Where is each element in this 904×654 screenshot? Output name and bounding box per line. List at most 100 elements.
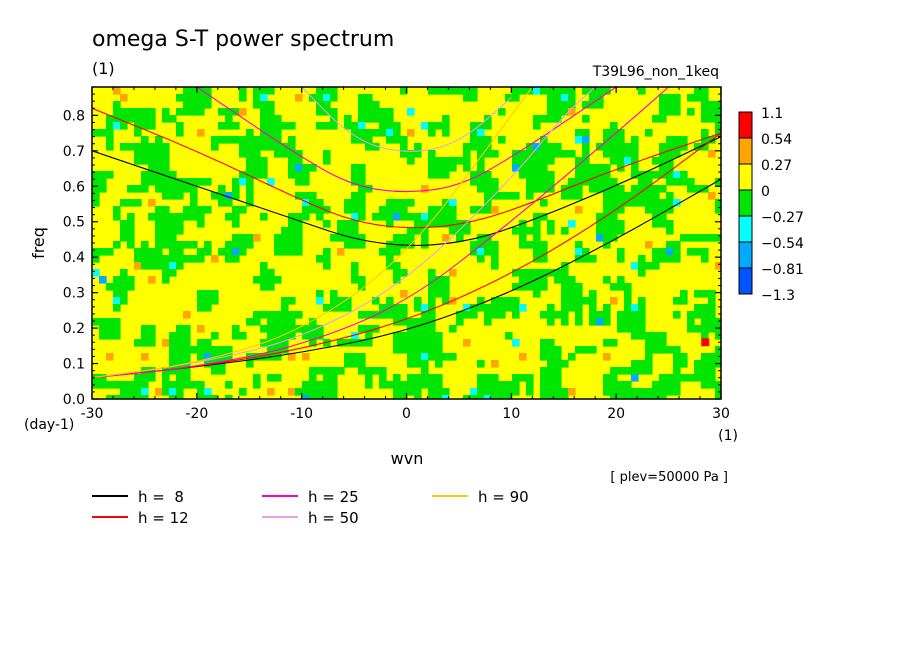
x-tick-label: -20 [185, 406, 208, 422]
heatmap-cell [533, 87, 541, 95]
heatmap-cell [442, 283, 450, 291]
heatmap-cell [316, 122, 324, 130]
heatmap-cell [162, 381, 170, 389]
heatmap-cell [309, 325, 317, 333]
heatmap-cell [155, 227, 163, 235]
heatmap-cell [225, 255, 233, 263]
heatmap-cell [575, 311, 583, 319]
heatmap-cell [491, 360, 499, 368]
heatmap-cell [715, 234, 721, 242]
heatmap-cell [470, 171, 478, 179]
heatmap-cell [624, 325, 632, 333]
heatmap-cell [694, 185, 702, 193]
heatmap-cell [603, 206, 611, 214]
heatmap-cell [435, 220, 443, 228]
heatmap-cell [169, 332, 177, 340]
heatmap-cell [274, 129, 282, 137]
heatmap-cell [162, 220, 170, 228]
heatmap-cell [379, 213, 387, 221]
heatmap-cell [477, 374, 485, 382]
heatmap-cell [253, 143, 261, 151]
heatmap-cell [281, 311, 289, 319]
heatmap-cell [547, 304, 555, 312]
heatmap-cell [344, 353, 352, 361]
heatmap-cell [645, 129, 653, 137]
heatmap-cell [400, 332, 408, 340]
heatmap-cell [351, 213, 359, 221]
heatmap-cell [638, 311, 646, 319]
heatmap-cell [365, 381, 373, 389]
heatmap-cell [211, 297, 219, 305]
heatmap-cell [554, 353, 562, 361]
heatmap-cell [484, 178, 492, 186]
heatmap-cell [267, 374, 275, 382]
heatmap-cell [603, 220, 611, 228]
heatmap-cell [106, 143, 114, 151]
heatmap-cell [484, 318, 492, 326]
heatmap-cell [183, 346, 191, 354]
heatmap-cell [673, 248, 681, 256]
heatmap-cell [155, 213, 163, 221]
heatmap-cell [673, 381, 681, 389]
heatmap-cell [386, 241, 394, 249]
heatmap-cell [337, 304, 345, 312]
heatmap-cell [141, 178, 149, 186]
heatmap-cell [603, 374, 611, 382]
heatmap-cell [652, 395, 660, 399]
heatmap-cell [218, 346, 226, 354]
heatmap-cell [547, 339, 555, 347]
heatmap-cell [428, 304, 436, 312]
heatmap-cell [519, 227, 527, 235]
heatmap-cell [715, 325, 721, 333]
heatmap-cell [197, 87, 205, 95]
heatmap-cell [638, 185, 646, 193]
heatmap-cell [162, 388, 170, 396]
heatmap-cell [491, 248, 499, 256]
heatmap-cell [645, 206, 653, 214]
heatmap-cell [603, 87, 611, 95]
heatmap-cell [610, 199, 618, 207]
heatmap-cell [302, 164, 310, 172]
heatmap-cell [505, 332, 513, 340]
heatmap-cell [288, 213, 296, 221]
heatmap-cell [673, 353, 681, 361]
heatmap-cell [127, 234, 135, 242]
heatmap-cell [701, 381, 709, 389]
legend-label: h = 12 [138, 509, 189, 527]
heatmap-cell [351, 269, 359, 277]
heatmap-cell [197, 94, 205, 102]
heatmap-cell [442, 87, 450, 95]
heatmap-cell [666, 220, 674, 228]
heatmap-cell [645, 346, 653, 354]
heatmap-cell [575, 318, 583, 326]
heatmap-cell [568, 94, 576, 102]
heatmap-cell [428, 269, 436, 277]
heatmap-cell [393, 346, 401, 354]
heatmap-cell [113, 290, 121, 298]
heatmap-cell [351, 353, 359, 361]
colorbar-label: 1.1 [761, 106, 783, 122]
heatmap-cell [183, 311, 191, 319]
heatmap-cell [442, 122, 450, 130]
heatmap-cell [505, 381, 513, 389]
heatmap-cell [232, 248, 240, 256]
heatmap-cell [470, 122, 478, 130]
heatmap-cell [652, 248, 660, 256]
heatmap-cell [673, 297, 681, 305]
heatmap-cell [309, 388, 317, 396]
heatmap-cell [148, 108, 156, 116]
heatmap-cell [148, 164, 156, 172]
heatmap-cell [379, 381, 387, 389]
heatmap-cell [253, 94, 261, 102]
heatmap-cell [491, 297, 499, 305]
heatmap-cell [596, 185, 604, 193]
heatmap-cell [652, 262, 660, 270]
heatmap-cell [134, 262, 142, 270]
heatmap-cell [645, 185, 653, 193]
heatmap-cell [211, 255, 219, 263]
heatmap-cell [302, 325, 310, 333]
heatmap-cell [141, 374, 149, 382]
heatmap-cell [260, 213, 268, 221]
heatmap-cell [470, 129, 478, 137]
heatmap-cell [589, 304, 597, 312]
